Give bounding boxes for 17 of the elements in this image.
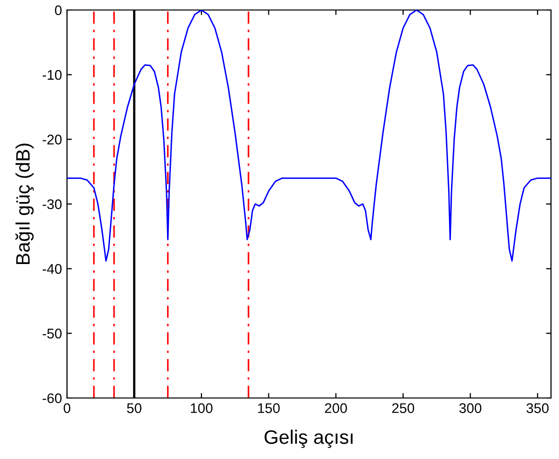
x-tick-label: 350 bbox=[526, 403, 549, 414]
x-tick-label: 150 bbox=[258, 403, 280, 414]
y-tick-label: -60 bbox=[42, 393, 62, 404]
x-tick-label: 50 bbox=[127, 403, 142, 414]
x-tick-label: 250 bbox=[392, 403, 414, 414]
x-tick-label: 0 bbox=[64, 403, 70, 414]
y-tick-label: 0 bbox=[54, 5, 62, 16]
x-tick-label: 100 bbox=[190, 403, 212, 414]
y-axis-title: Bağıl güç (dB) bbox=[15, 144, 34, 264]
y-tick-label: -50 bbox=[42, 328, 62, 339]
y-tick-label: -40 bbox=[42, 264, 62, 274]
x-tick-label: 300 bbox=[459, 403, 482, 414]
y-tick-label: -20 bbox=[42, 134, 62, 145]
y-tick-label: -10 bbox=[42, 70, 62, 80]
x-tick-label: 200 bbox=[325, 403, 347, 414]
x-axis-title: Geliş açısı bbox=[264, 430, 353, 448]
y-tick-label: -30 bbox=[42, 199, 62, 210]
